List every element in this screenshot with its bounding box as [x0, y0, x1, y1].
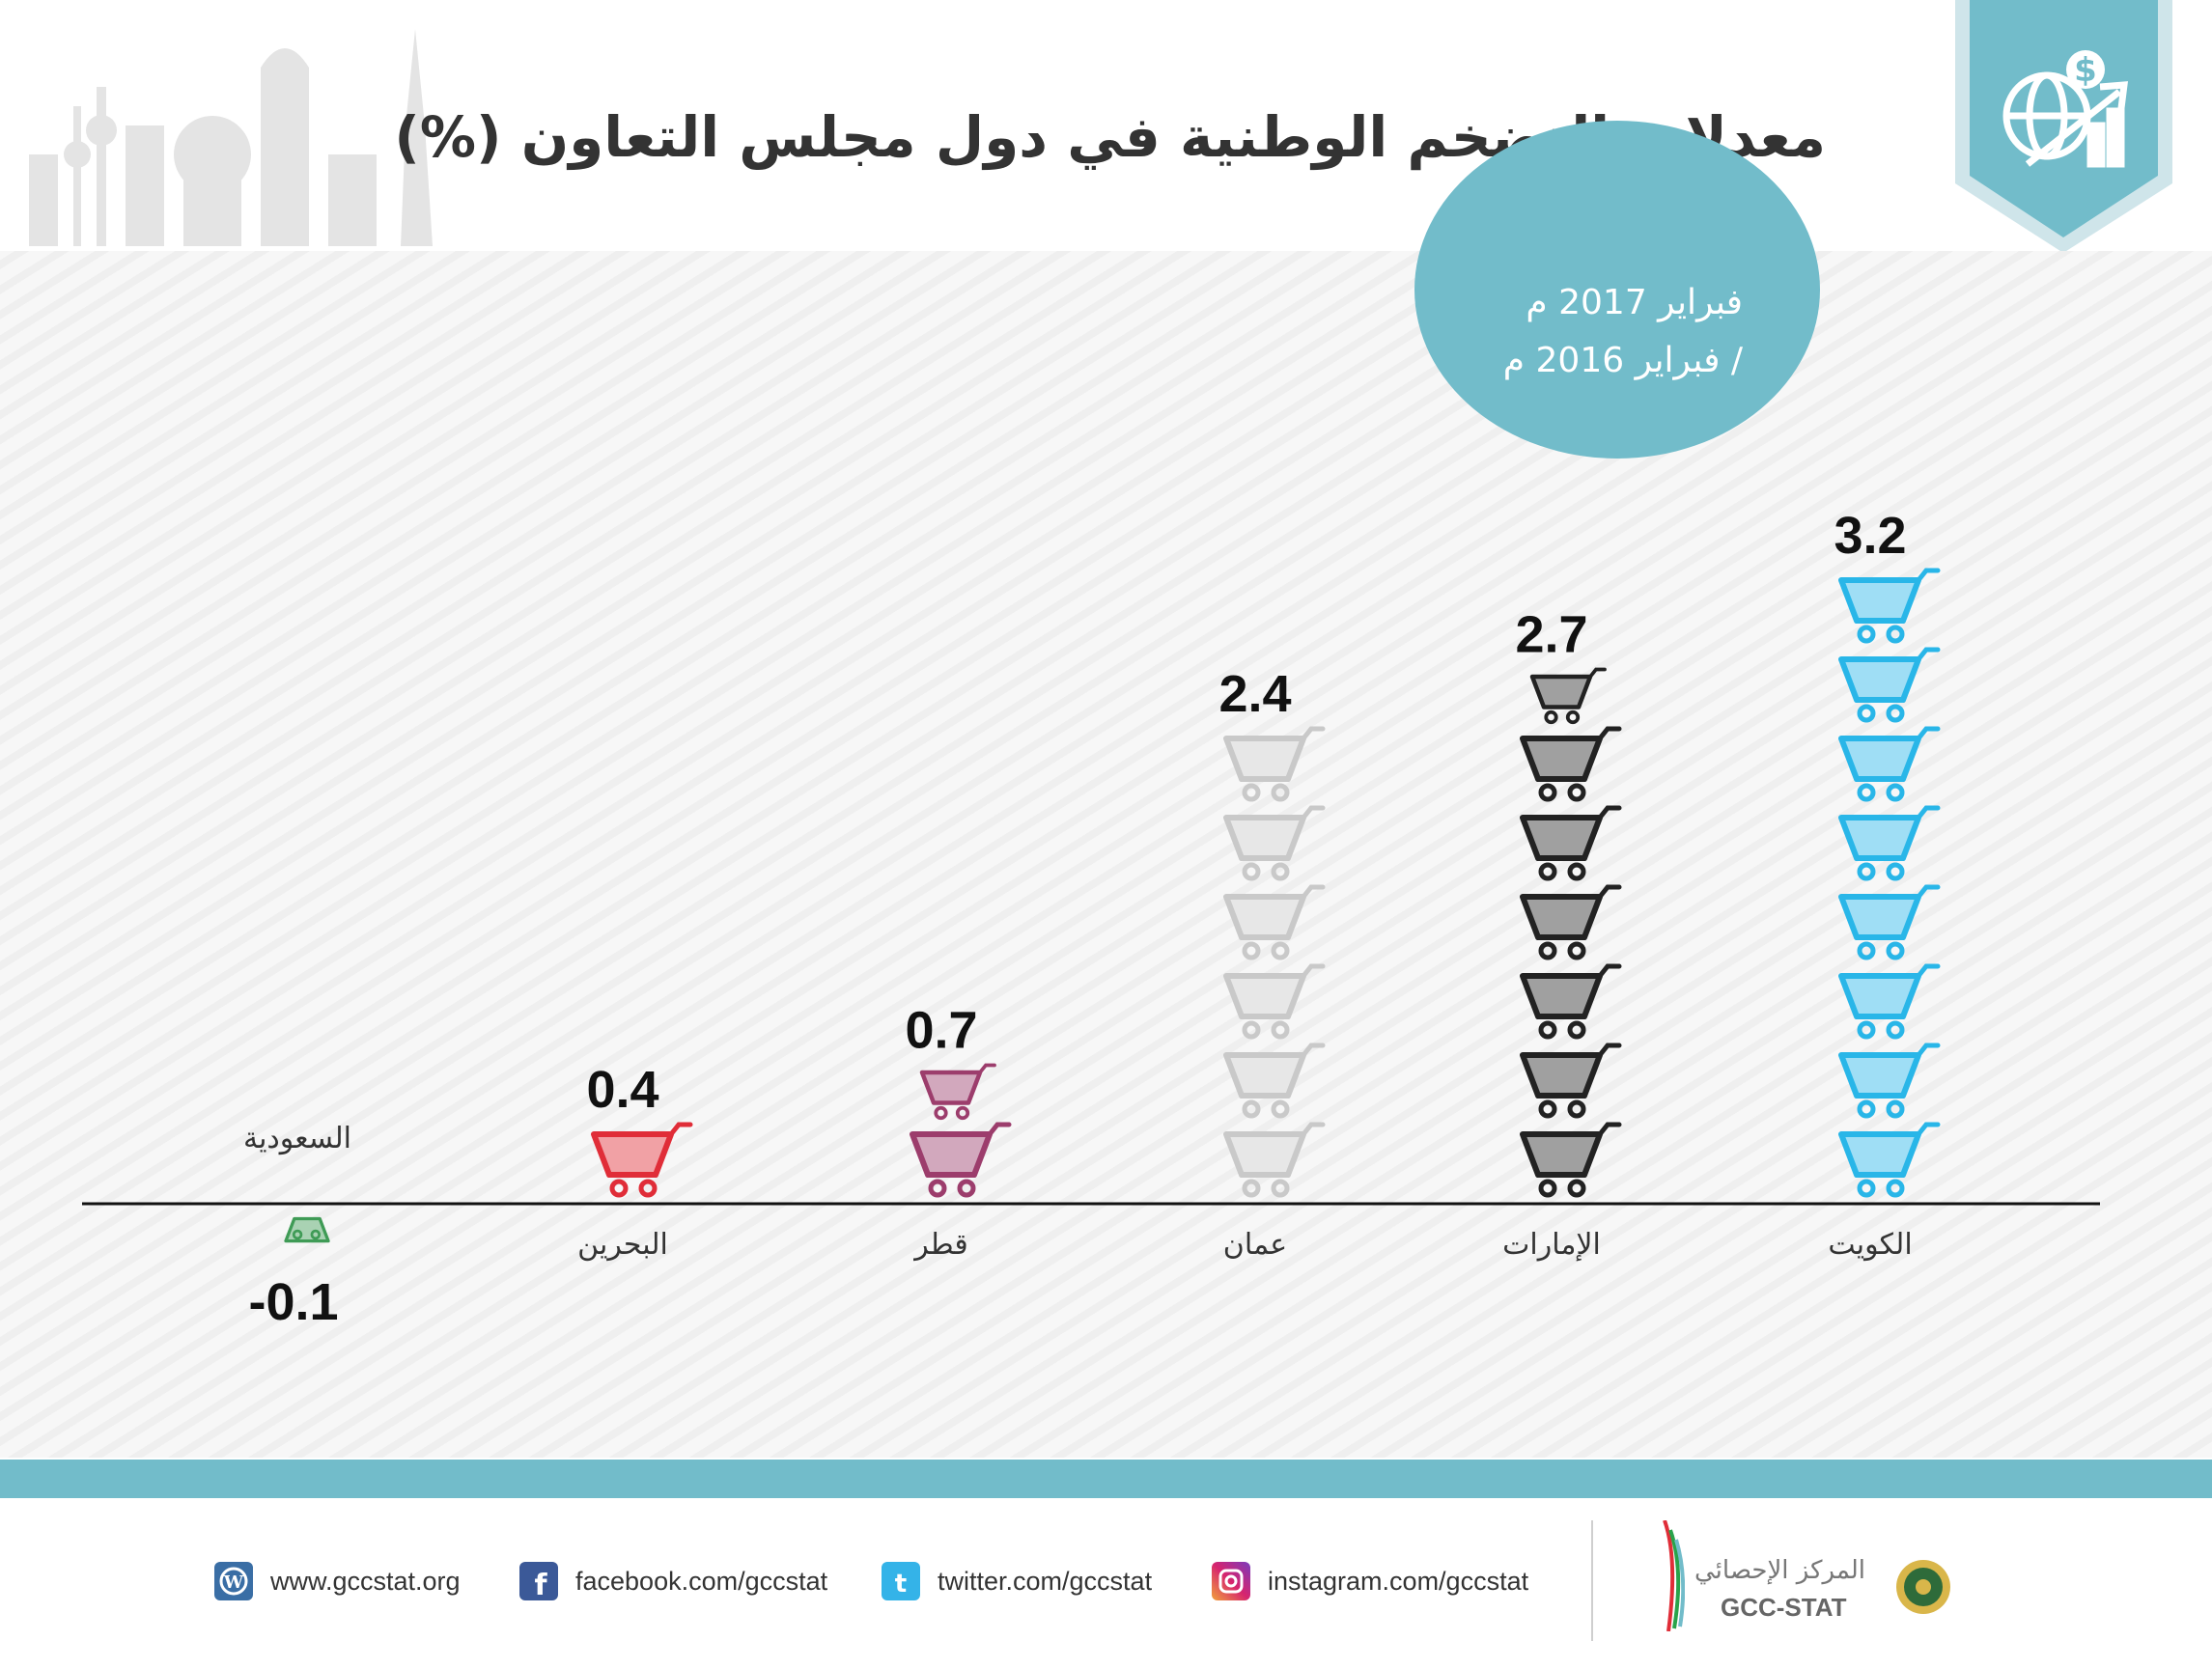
category-label-1: الكويت — [1828, 1228, 1912, 1262]
category-label-2: الإمارات — [1502, 1228, 1601, 1262]
data-label-6: -0.1 — [248, 1273, 338, 1331]
data-label-3: 2.4 — [1218, 665, 1291, 723]
facebook-link-text: facebook.com/gccstat — [575, 1566, 828, 1596]
instagram-link[interactable]: instagram.com/gccstat — [1212, 1562, 1528, 1600]
category-label-5: البحرين — [577, 1228, 668, 1262]
data-label-2: 2.7 — [1515, 606, 1587, 664]
footer-divider — [1591, 1520, 1593, 1641]
bar-2: 2.7 الإمارات — [1502, 606, 1622, 1262]
bar-4: 0.7 قطر — [905, 1002, 1012, 1262]
gcc-emblem-icon — [1896, 1560, 1950, 1614]
brand-ribbon-logo — [1663, 1520, 1685, 1631]
footer — [0, 1498, 2212, 1669]
data-label-5: 0.4 — [586, 1061, 658, 1119]
category-label-4: قطر — [912, 1228, 968, 1262]
instagram-icon — [1212, 1562, 1250, 1600]
skyline-illustration — [29, 29, 433, 246]
instagram-link-text: instagram.com/gccstat — [1268, 1566, 1529, 1596]
category-label-3: عمان — [1223, 1228, 1287, 1262]
website-link-text: www.gccstat.org — [270, 1566, 461, 1596]
twitter-link-text: twitter.com/gccstat — [938, 1566, 1153, 1596]
wordpress-icon: W — [214, 1562, 253, 1600]
twitter-icon: t — [882, 1562, 920, 1600]
banner-badge: $ — [1955, 0, 2172, 253]
brand-name-english: GCC-STAT — [1721, 1593, 1847, 1622]
period-line-2: / فبراير 2016 م — [1502, 341, 1743, 380]
website-link[interactable]: W www.gccstat.org — [214, 1562, 461, 1600]
data-label-1: 3.2 — [1834, 507, 1906, 565]
chart-area — [0, 251, 2212, 1458]
bar-5: 0.4 البحرين — [577, 1061, 693, 1262]
bar-3: 2.4 عمان — [1218, 665, 1326, 1262]
date-bubble — [1414, 121, 1820, 459]
bar-1: 3.2 الكويت — [1828, 507, 1941, 1262]
twitter-link[interactable]: t twitter.com/gccstat — [882, 1562, 1152, 1600]
globe-growth-icon — [2002, 71, 2129, 168]
facebook-icon: f — [519, 1562, 558, 1602]
facebook-link[interactable]: f facebook.com/gccstat — [519, 1562, 828, 1602]
category-label-6: السعودية — [243, 1122, 351, 1155]
brand-name-arabic: المركز الإحصائي — [1694, 1556, 1866, 1585]
svg-text:f: f — [534, 1569, 547, 1600]
svg-text:$: $ — [2074, 51, 2097, 90]
bar-6: -0.1 السعودية — [243, 1122, 351, 1331]
svg-text:t: t — [895, 1570, 907, 1599]
svg-text:W: W — [223, 1572, 244, 1593]
footer-accent-bar — [0, 1460, 2212, 1498]
period-line-1: فبراير 2017 م — [1526, 283, 1743, 322]
data-label-4: 0.7 — [905, 1002, 977, 1060]
